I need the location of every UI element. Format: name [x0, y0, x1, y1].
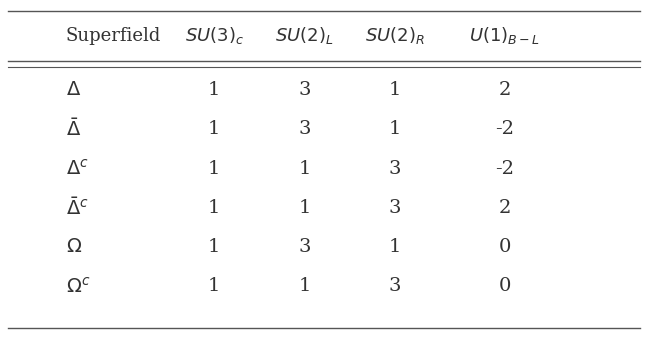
Text: 3: 3 — [298, 120, 311, 138]
Text: $\bar{\Delta}^c$: $\bar{\Delta}^c$ — [66, 197, 89, 219]
Text: 0: 0 — [498, 238, 511, 256]
Text: 1: 1 — [208, 81, 220, 99]
Text: 2: 2 — [498, 81, 511, 99]
Text: $SU(2)_R$: $SU(2)_R$ — [365, 25, 425, 46]
Text: $U(1)_{B-L}$: $U(1)_{B-L}$ — [469, 25, 540, 46]
Text: 0: 0 — [498, 277, 511, 295]
Text: 1: 1 — [208, 277, 220, 295]
Text: $\Delta$: $\Delta$ — [66, 81, 81, 99]
Text: 1: 1 — [299, 277, 311, 295]
Text: $\Delta^c$: $\Delta^c$ — [66, 159, 89, 179]
Text: 3: 3 — [389, 199, 401, 217]
Text: -2: -2 — [495, 120, 514, 138]
Text: 1: 1 — [389, 81, 401, 99]
Text: 3: 3 — [298, 81, 311, 99]
Text: 3: 3 — [389, 160, 401, 178]
Text: $\bar{\Delta}$: $\bar{\Delta}$ — [66, 118, 81, 140]
Text: 1: 1 — [389, 120, 401, 138]
Text: 1: 1 — [208, 160, 220, 178]
Text: 1: 1 — [208, 238, 220, 256]
Text: 1: 1 — [208, 120, 220, 138]
Text: $SU(3)_c$: $SU(3)_c$ — [185, 25, 244, 46]
Text: $SU(2)_L$: $SU(2)_L$ — [275, 25, 334, 46]
Text: Superfield: Superfield — [66, 26, 161, 44]
Text: 3: 3 — [389, 277, 401, 295]
Text: $\Omega$: $\Omega$ — [66, 238, 82, 256]
Text: 2: 2 — [498, 199, 511, 217]
Text: 1: 1 — [208, 199, 220, 217]
Text: 1: 1 — [299, 199, 311, 217]
Text: 1: 1 — [299, 160, 311, 178]
Text: $\Omega^c$: $\Omega^c$ — [66, 276, 90, 296]
Text: 3: 3 — [298, 238, 311, 256]
Text: 1: 1 — [389, 238, 401, 256]
Text: -2: -2 — [495, 160, 514, 178]
